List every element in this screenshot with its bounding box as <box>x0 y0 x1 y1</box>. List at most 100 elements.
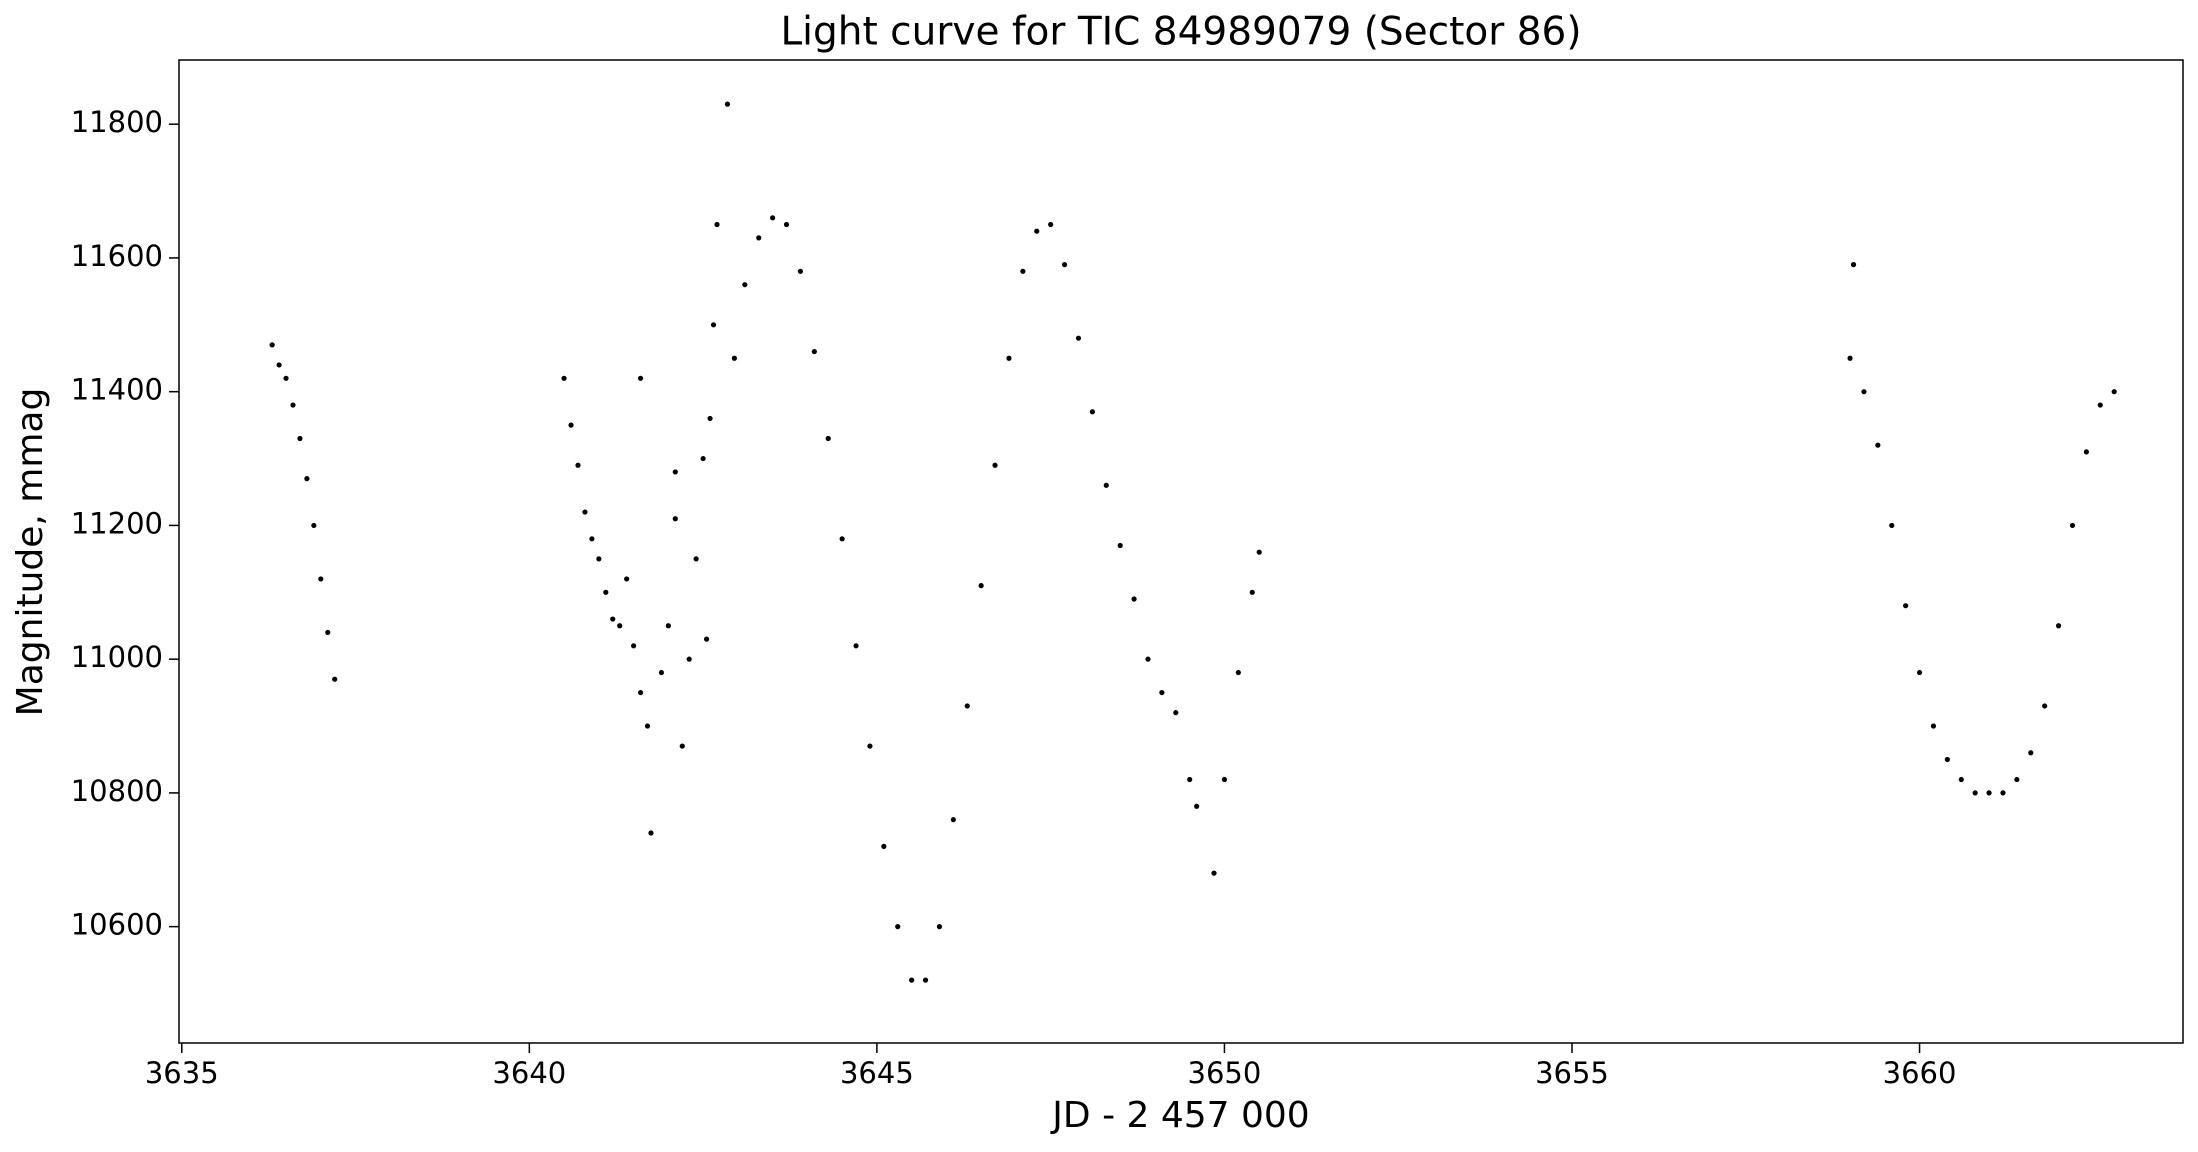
data-point <box>700 455 706 462</box>
x-tick-label: 3640 <box>492 1056 566 1090</box>
data-point <box>1930 723 1937 729</box>
data-point <box>1249 589 1255 595</box>
data-point <box>332 676 338 682</box>
data-point <box>731 355 737 361</box>
data-point <box>1173 710 1179 716</box>
data-point <box>1235 669 1241 676</box>
data-point <box>2055 623 2062 629</box>
data-point <box>610 616 616 622</box>
data-point <box>603 589 609 595</box>
data-point <box>742 282 748 288</box>
x-tick-label: 3660 <box>1883 1056 1957 1090</box>
data-point <box>648 830 654 836</box>
data-point <box>714 221 720 228</box>
data-point <box>1145 656 1151 662</box>
data-point <box>1850 262 1857 268</box>
data-point <box>589 536 595 542</box>
data-point <box>304 476 310 482</box>
data-point <box>1187 776 1193 783</box>
data-point <box>1103 482 1109 488</box>
data-point <box>575 462 581 468</box>
data-point <box>2097 402 2103 408</box>
data-point <box>936 924 943 930</box>
data-point <box>325 629 331 636</box>
data-point <box>672 516 678 522</box>
data-point <box>1020 268 1026 274</box>
y-tick-label: 10800 <box>71 774 163 808</box>
data-point <box>1847 355 1853 361</box>
y-tick-label: 11200 <box>71 506 163 540</box>
data-point <box>1211 870 1217 876</box>
data-point <box>1131 596 1137 602</box>
x-axis-label: JD - 2 457 000 <box>1050 1095 1309 1136</box>
data-point <box>1861 389 1867 395</box>
data-point <box>1875 442 1881 448</box>
data-point <box>1256 549 1262 555</box>
data-point <box>710 322 717 328</box>
data-point <box>724 101 731 107</box>
data-point <box>825 435 831 442</box>
data-point <box>2069 522 2076 529</box>
y-tick-label: 11400 <box>71 373 163 407</box>
data-point <box>2000 790 2006 796</box>
data-point <box>895 924 901 930</box>
data-point <box>290 402 296 408</box>
data-point <box>922 977 929 983</box>
x-tick-label: 3645 <box>840 1056 914 1090</box>
data-point <box>1089 409 1095 415</box>
y-tick-label: 11800 <box>71 105 163 139</box>
data-point <box>568 422 574 428</box>
data-point <box>318 576 324 582</box>
chart-title: Light curve for TIC 84989079 (Sector 86) <box>780 10 1581 55</box>
data-point <box>992 462 998 468</box>
y-tick-label: 11600 <box>71 239 163 273</box>
y-tick-label: 10600 <box>71 908 163 942</box>
data-point <box>2083 449 2089 455</box>
data-point <box>269 342 275 348</box>
plot-frame <box>178 59 2184 1044</box>
data-point <box>672 469 678 475</box>
data-point <box>867 743 873 749</box>
data-point <box>637 375 644 381</box>
data-point <box>311 522 317 529</box>
data-point <box>978 583 984 589</box>
data-point <box>1048 221 1054 228</box>
data-point <box>1958 776 1964 783</box>
data-point <box>811 348 817 355</box>
data-point <box>707 415 713 422</box>
data-point <box>1075 335 1082 341</box>
data-point <box>1903 603 1909 609</box>
data-point <box>2028 750 2034 756</box>
data-point <box>1944 756 1950 763</box>
data-point <box>2111 389 2117 395</box>
data-point <box>964 703 970 709</box>
data-point <box>853 643 859 649</box>
data-point <box>797 268 804 274</box>
data-point <box>658 669 665 676</box>
x-tick-label: 3650 <box>1188 1056 1262 1090</box>
data-point <box>582 509 588 515</box>
data-point <box>1221 776 1228 783</box>
data-point <box>881 843 887 850</box>
data-point <box>756 235 762 241</box>
data-point <box>950 817 956 823</box>
data-point <box>644 723 651 729</box>
data-point <box>686 656 692 662</box>
data-point <box>783 221 790 228</box>
data-point <box>1986 790 1992 796</box>
data-point <box>596 556 602 562</box>
data-point <box>561 375 567 381</box>
data-point <box>1117 542 1123 549</box>
data-point <box>637 689 644 696</box>
data-point <box>283 375 289 381</box>
data-point <box>1159 689 1165 696</box>
y-axis-label: Magnitude, mmag <box>10 388 51 717</box>
data-point <box>1972 790 1978 796</box>
data-point <box>693 556 699 562</box>
data-point <box>770 215 776 221</box>
data-point <box>1889 522 1895 529</box>
data-point <box>297 435 303 442</box>
data-point <box>617 623 623 629</box>
